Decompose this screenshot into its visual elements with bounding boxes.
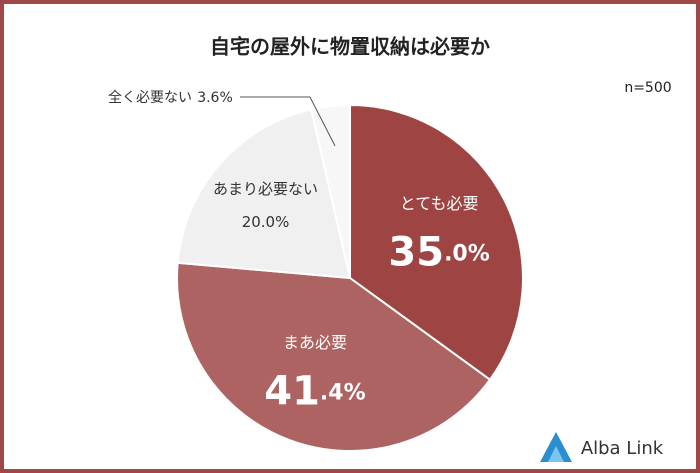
brand-icon (548, 446, 564, 462)
pie-slice (349, 103, 524, 382)
brand: Alba Link (581, 438, 664, 459)
pie-slice (176, 261, 492, 452)
note: n=500 (624, 80, 671, 96)
value-label: 41.4% (264, 369, 365, 415)
chart-title: 自宅の屋外に物置収納は必要か (210, 35, 490, 59)
leader-line (240, 96, 336, 147)
pie-slice (310, 103, 351, 279)
category-label: とても必要 (400, 194, 479, 213)
pie-slice (176, 108, 352, 280)
value-label: 3.6% (197, 90, 233, 106)
value-label: 35.0% (388, 230, 489, 276)
category-label: 全く必要ない (108, 89, 192, 106)
category-label: まあ必要 (283, 333, 347, 352)
value-label: 20.0% (242, 213, 290, 231)
category-label: あまり必要ない (213, 180, 318, 198)
